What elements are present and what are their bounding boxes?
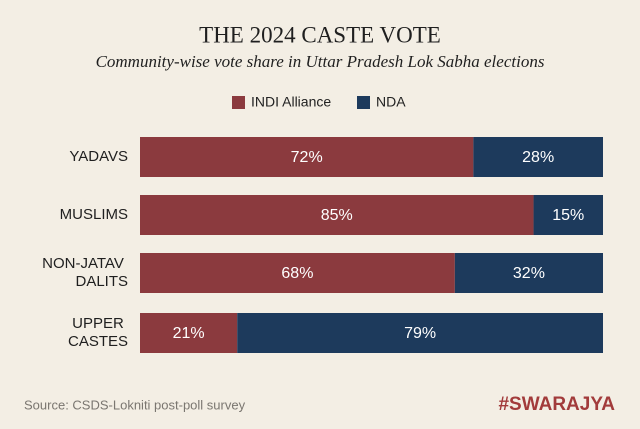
value-label: 68% bbox=[281, 265, 313, 282]
y-tick-label: MUSLIMS bbox=[60, 206, 128, 223]
brand: #SWARAJYA bbox=[498, 394, 615, 415]
legend-label: INDI Alliance bbox=[251, 94, 331, 110]
value-label: 28% bbox=[522, 149, 554, 166]
legend-swatch bbox=[232, 96, 245, 109]
value-label: 15% bbox=[552, 207, 584, 224]
bar-segment bbox=[237, 313, 604, 353]
value-label: 32% bbox=[513, 265, 545, 282]
y-tick-label: NON-JATAV DALITS bbox=[42, 255, 128, 290]
value-label: 21% bbox=[173, 325, 205, 342]
bar-segment bbox=[454, 253, 603, 293]
y-tick-label: UPPER CASTES bbox=[68, 315, 128, 350]
chart-subtitle: Community-wise vote share in Uttar Prade… bbox=[96, 52, 545, 71]
value-label: 72% bbox=[291, 149, 323, 166]
value-label: 85% bbox=[321, 207, 353, 224]
bar-segment bbox=[140, 313, 238, 353]
legend-swatch bbox=[357, 96, 370, 109]
bar-segment bbox=[140, 195, 534, 235]
bar-segment bbox=[140, 253, 455, 293]
bar-segment bbox=[140, 137, 474, 177]
legend-label: NDA bbox=[376, 94, 406, 110]
source-note: Source: CSDS-Lokniti post-poll survey bbox=[24, 397, 246, 412]
value-label: 79% bbox=[404, 325, 436, 342]
bar-segment bbox=[533, 195, 603, 235]
y-tick-label: YADAVS bbox=[69, 148, 128, 165]
chart-title: THE 2024 CASTE VOTE bbox=[199, 22, 441, 47]
bar-segment bbox=[473, 137, 603, 177]
